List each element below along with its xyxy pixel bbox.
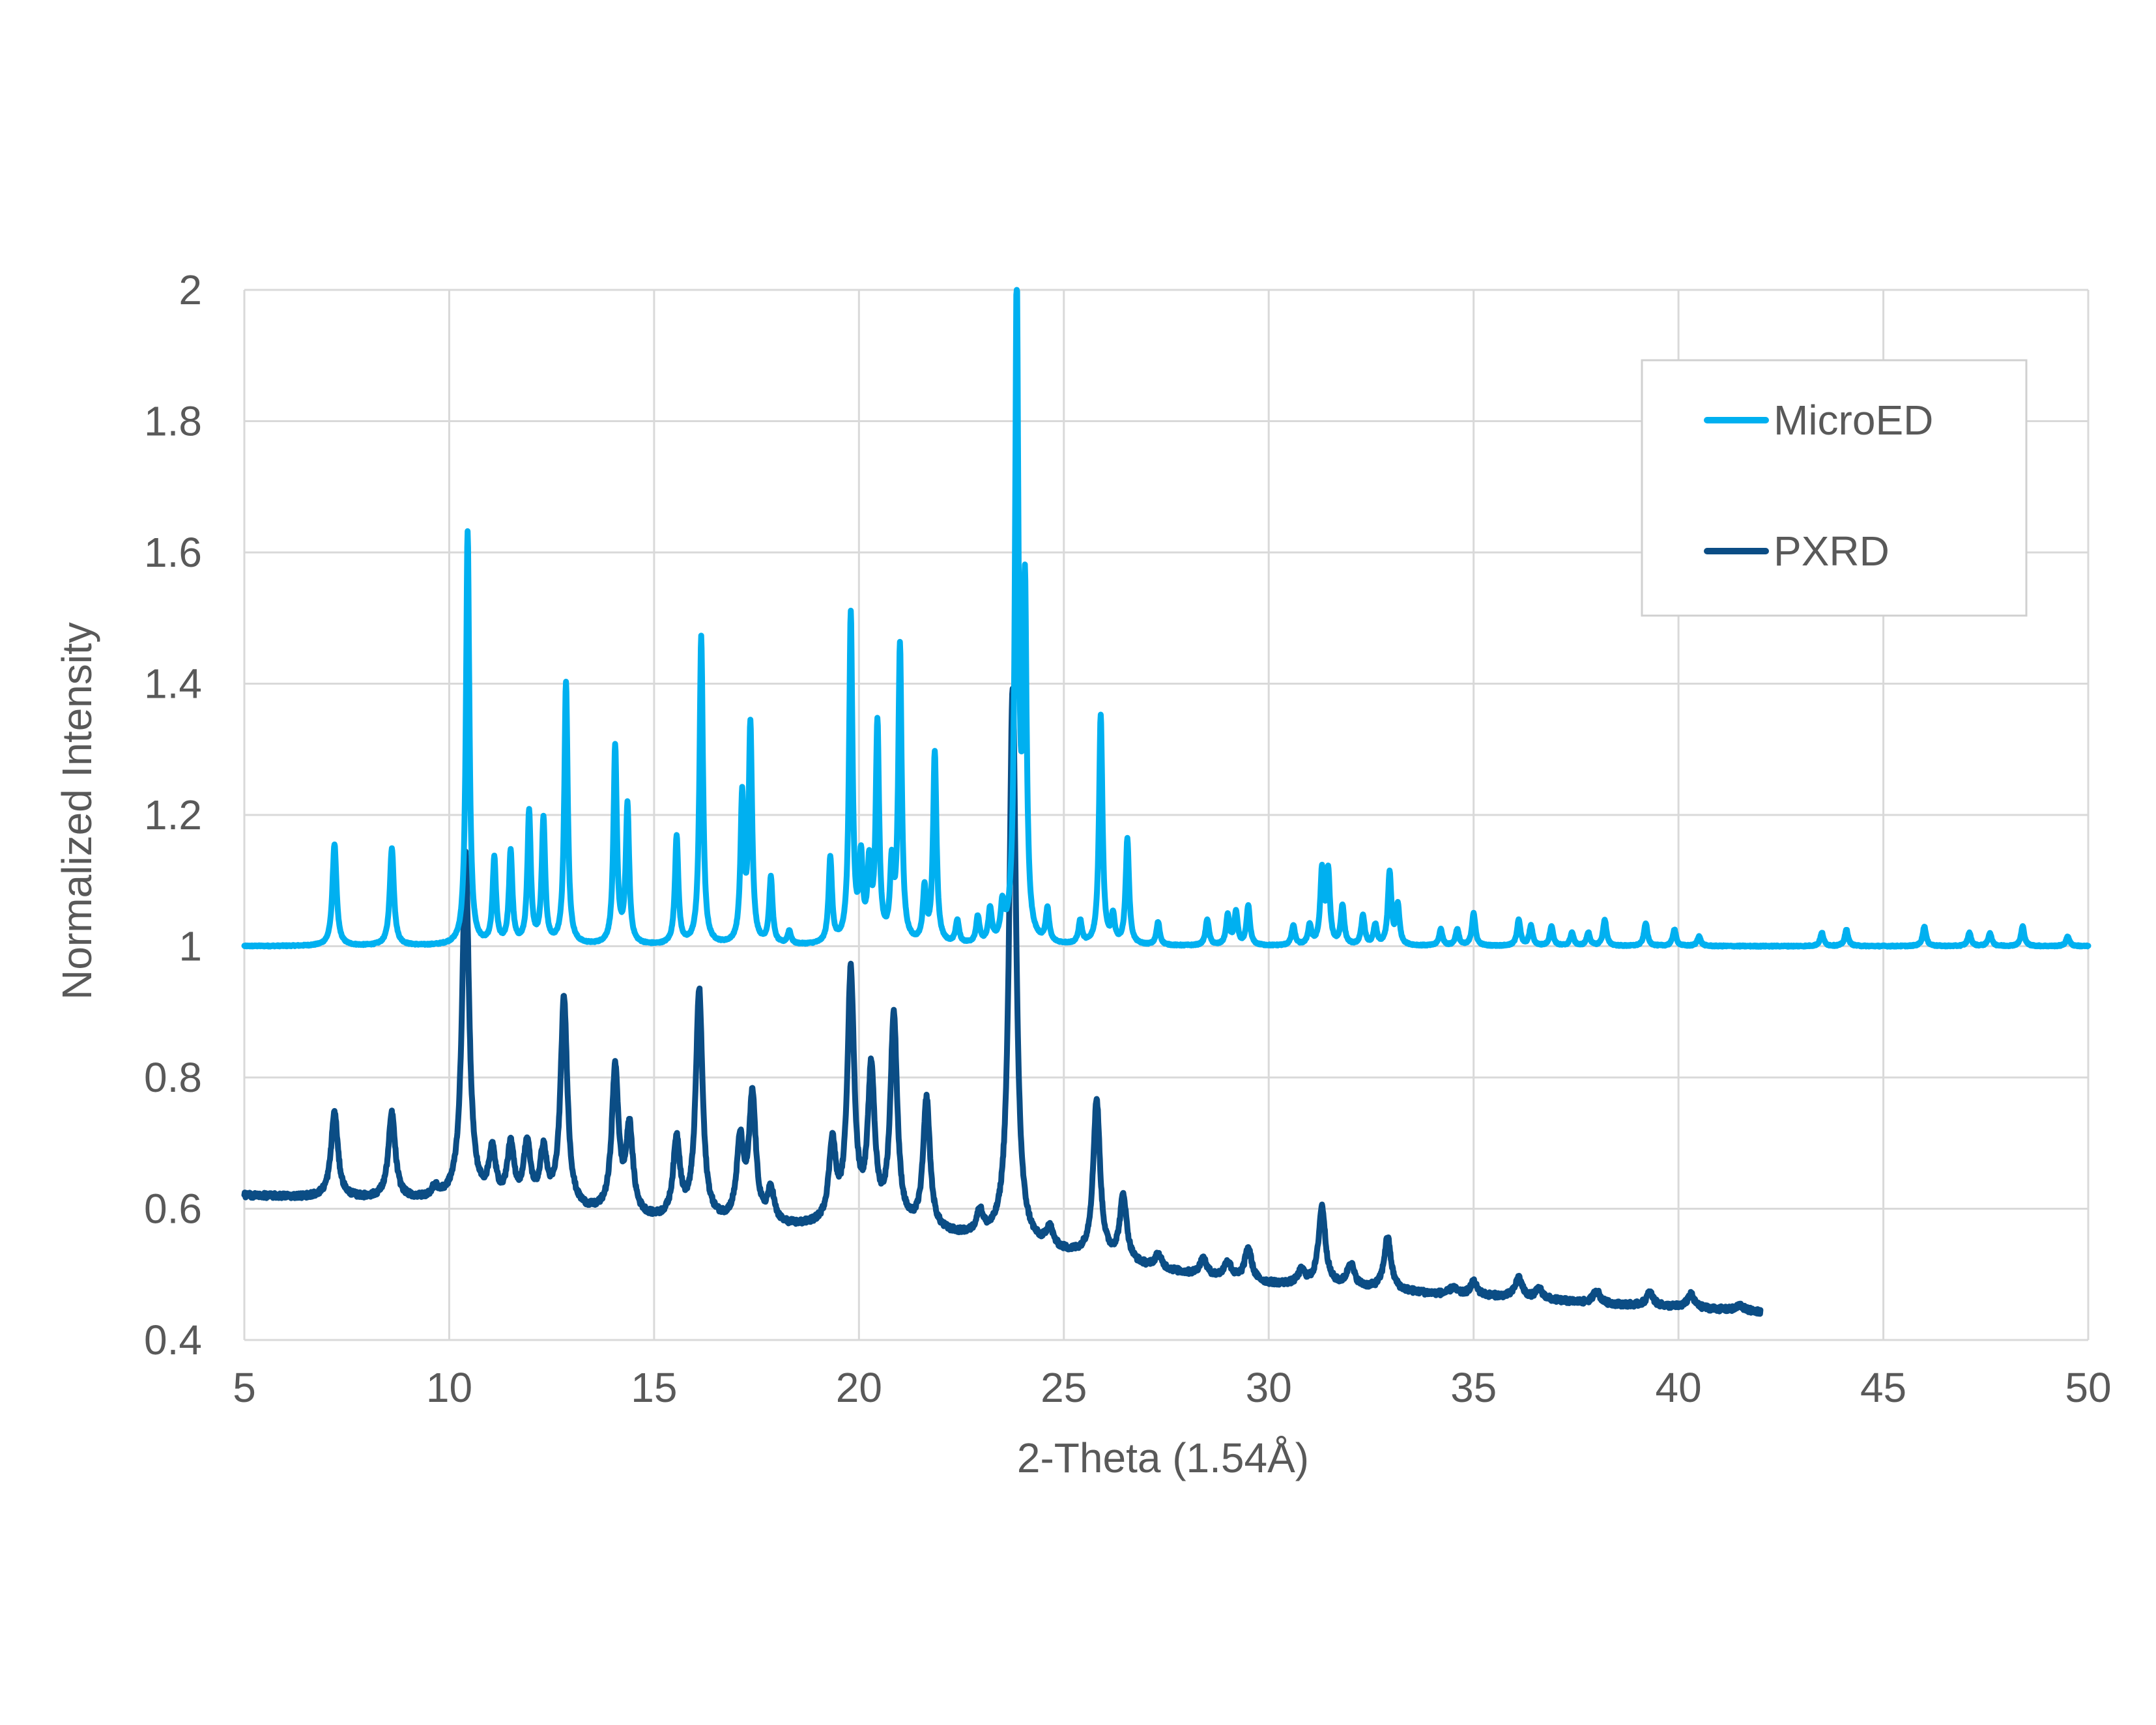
legend-label-microed: MicroED (1774, 397, 1933, 444)
series-line-pxrd (241, 685, 1764, 1317)
y-tick-label: 1 (179, 923, 202, 970)
legend-box (1641, 359, 2028, 617)
series-layer (241, 287, 2091, 1317)
x-tick-label: 15 (631, 1364, 677, 1411)
y-tick-label: 1.4 (144, 661, 202, 707)
y-tick-label: 1.6 (144, 529, 202, 576)
x-tick-labels: 5 10 15 20 25 30 35 40 45 50 (233, 1364, 2111, 1411)
x-tick-label: 25 (1041, 1364, 1087, 1411)
x-tick-label: 5 (233, 1364, 256, 1411)
x-tick-label: 40 (1656, 1364, 1702, 1411)
x-tick-label: 30 (1246, 1364, 1292, 1411)
x-tick-label: 45 (1860, 1364, 1906, 1411)
x-tick-label: 35 (1450, 1364, 1497, 1411)
y-axis-title: Normalized Intensity (53, 622, 100, 1000)
x-tick-label: 20 (836, 1364, 882, 1411)
y-tick-labels: 0.4 0.6 0.8 1 1.2 1.4 1.6 1.8 2 (144, 266, 202, 1363)
y-tick-label: 0.4 (144, 1317, 202, 1363)
x-axis-title: 2-Theta (1.54Å) (1017, 1434, 1309, 1481)
series-line-microed (241, 287, 2091, 950)
y-tick-label: 2 (179, 266, 202, 313)
gridlines (243, 289, 2090, 1341)
x-tick-label: 10 (426, 1364, 472, 1411)
x-tick-label: 50 (2065, 1364, 2111, 1411)
y-tick-label: 0.6 (144, 1186, 202, 1233)
y-tick-label: 1.2 (144, 791, 202, 838)
y-tick-label: 1.8 (144, 398, 202, 445)
y-tick-label: 0.8 (144, 1054, 202, 1101)
legend-label-pxrd: PXRD (1774, 528, 1890, 575)
legend: MicroED PXRD (1641, 359, 2028, 617)
